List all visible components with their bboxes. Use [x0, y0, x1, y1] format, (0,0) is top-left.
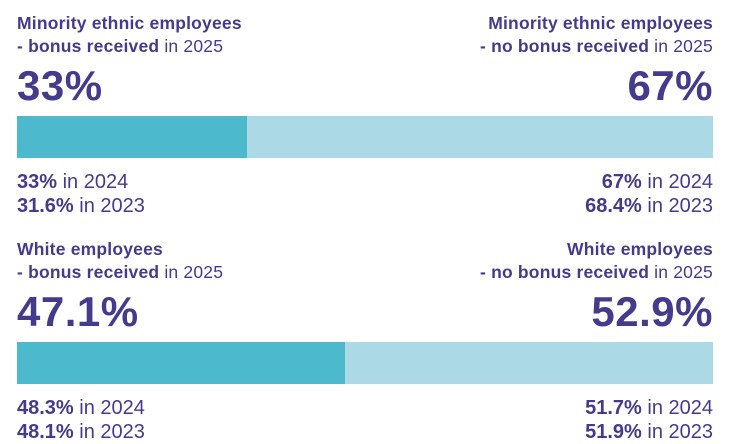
history-line-2023: 51.9% in 2023	[585, 420, 713, 444]
big-values-row: 33% 67%	[17, 58, 713, 108]
label-bonus-received: White employees - bonus received in 2025	[17, 238, 223, 284]
history-line-2024: 48.3% in 2024	[17, 396, 145, 420]
history-value: 31.6%	[17, 195, 74, 217]
history-no-bonus-received: 67% in 2024 68.4% in 2023	[585, 170, 713, 218]
history-year: in 2023	[641, 195, 713, 217]
label-no-bonus-received: White employees - no bonus received in 2…	[480, 238, 713, 284]
big-values-row: 47.1% 52.9%	[17, 284, 713, 334]
section-white-employees: White employees - bonus received in 2025…	[17, 238, 713, 444]
history-value: 67%	[601, 171, 642, 193]
no-bonus-received-value: 52.9%	[591, 288, 713, 335]
history-value: 33%	[17, 171, 58, 193]
history-year: in 2024	[641, 171, 713, 193]
history-value: 51.9%	[585, 421, 642, 443]
bar-segment-bonus-received	[17, 116, 247, 158]
section-header: Minority ethnic employees - bonus receiv…	[17, 12, 713, 58]
history-line-2023: 48.1% in 2023	[17, 420, 145, 444]
group-title: White employees	[17, 239, 163, 259]
history-year: in 2024	[641, 397, 713, 419]
history-value: 68.4%	[585, 195, 642, 217]
history-no-bonus-received: 51.7% in 2024 51.9% in 2023	[585, 396, 713, 444]
bar-segment-bonus-received	[17, 342, 345, 384]
subtitle-year: in 2025	[159, 36, 224, 56]
history-row: 48.3% in 2024 48.1% in 2023 51.7% in 202…	[17, 396, 713, 444]
group-title: Minority ethnic employees	[488, 13, 713, 33]
subtitle-bold: - bonus received	[17, 262, 160, 282]
history-line-2023: 68.4% in 2023	[585, 194, 713, 218]
history-year: in 2023	[73, 195, 145, 217]
history-line-2023: 31.6% in 2023	[17, 194, 145, 218]
section-header: White employees - bonus received in 2025…	[17, 238, 713, 284]
history-year: in 2024	[73, 397, 145, 419]
history-year: in 2023	[641, 421, 713, 443]
bar-segment-no-bonus-received	[246, 116, 713, 158]
history-row: 33% in 2024 31.6% in 2023 67% in 2024 68…	[17, 170, 713, 218]
group-title: Minority ethnic employees	[17, 13, 242, 33]
subtitle-bold: - no bonus received	[479, 262, 650, 282]
history-bonus-received: 33% in 2024 31.6% in 2023	[17, 170, 145, 218]
history-line-2024: 51.7% in 2024	[585, 396, 713, 420]
history-year: in 2023	[73, 421, 145, 443]
history-line-2024: 67% in 2024	[585, 170, 713, 194]
history-bonus-received: 48.3% in 2024 48.1% in 2023	[17, 396, 145, 444]
history-value: 48.1%	[17, 421, 74, 443]
bonus-received-value: 33%	[17, 62, 103, 109]
section-minority-ethnic: Minority ethnic employees - bonus receiv…	[17, 12, 713, 218]
stacked-bar-white-employees	[17, 342, 713, 384]
subtitle-year: in 2025	[649, 262, 713, 282]
stacked-bar-minority-ethnic	[17, 116, 713, 158]
group-title: White employees	[567, 239, 713, 259]
no-bonus-received-value: 67%	[627, 62, 713, 109]
subtitle-bold: - bonus received	[17, 36, 160, 56]
subtitle-year: in 2025	[649, 36, 713, 56]
bonus-received-value: 47.1%	[17, 288, 139, 335]
history-value: 48.3%	[17, 397, 74, 419]
bar-segment-no-bonus-received	[344, 342, 713, 384]
label-no-bonus-received: Minority ethnic employees - no bonus rec…	[480, 12, 713, 58]
history-year: in 2024	[57, 171, 129, 193]
subtitle-bold: - no bonus received	[479, 36, 650, 56]
subtitle-year: in 2025	[159, 262, 224, 282]
label-bonus-received: Minority ethnic employees - bonus receiv…	[17, 12, 242, 58]
history-value: 51.7%	[585, 397, 642, 419]
history-line-2024: 33% in 2024	[17, 170, 145, 194]
